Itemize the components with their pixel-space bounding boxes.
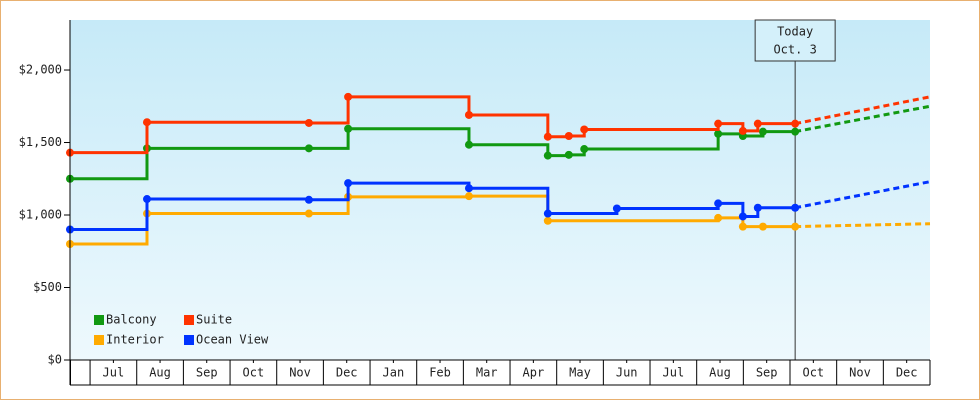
projection-line: [794, 180, 931, 210]
x-tick-label: Jun: [616, 366, 638, 380]
x-tick-label: Jan: [383, 366, 405, 380]
point: [142, 195, 151, 204]
point: [464, 192, 473, 201]
point: [344, 124, 353, 133]
point: [564, 131, 573, 140]
point: [714, 199, 723, 208]
point: [714, 119, 723, 128]
legend-swatch: [184, 335, 194, 345]
point: [304, 195, 313, 204]
x-tick-label: Oct: [802, 366, 824, 380]
point: [753, 203, 762, 212]
x-tick-label: Apr: [523, 366, 545, 380]
point: [714, 213, 723, 222]
y-tick-label: $500: [33, 280, 62, 294]
projection-line: [794, 95, 931, 126]
point: [714, 129, 723, 138]
x-tick-label: Sep: [756, 366, 778, 380]
point: [304, 118, 313, 127]
legend-swatch: [94, 315, 104, 325]
x-tick-label: Nov: [289, 366, 311, 380]
legend-swatch: [94, 335, 104, 345]
x-tick-label: Jul: [663, 366, 685, 380]
point: [543, 151, 552, 160]
point: [304, 209, 313, 218]
point: [464, 140, 473, 149]
series-line: [70, 194, 796, 246]
x-tick-label: Aug: [149, 366, 171, 380]
x-tick-label: Oct: [243, 366, 265, 380]
today-label: Oct. 3: [773, 43, 816, 57]
point: [344, 92, 353, 101]
point: [464, 184, 473, 193]
legend-label: Balcony: [106, 313, 157, 327]
y-tick-label: $1,000: [19, 208, 62, 222]
point: [758, 127, 767, 136]
point: [304, 144, 313, 153]
legend-label: Suite: [196, 313, 232, 327]
point: [464, 110, 473, 119]
today-box: [754, 19, 836, 62]
point: [738, 212, 747, 221]
point: [738, 222, 747, 231]
x-tick-label: Dec: [336, 366, 358, 380]
legend-label: Interior: [106, 333, 164, 347]
point: [564, 150, 573, 159]
y-tick-label: $1,500: [19, 135, 62, 149]
point: [738, 126, 747, 135]
legend-swatch: [184, 315, 194, 325]
x-tick-label: Aug: [709, 366, 731, 380]
point: [543, 216, 552, 225]
point: [580, 145, 589, 154]
x-tick-label: Jul: [103, 366, 125, 380]
x-tick-label: Nov: [849, 366, 871, 380]
x-tick-label: Sep: [196, 366, 218, 380]
x-tick-label: Feb: [429, 366, 451, 380]
y-tick-label: $2,000: [19, 63, 62, 77]
projection-line: [795, 222, 931, 229]
y-tick-label: $0: [48, 353, 62, 367]
point: [142, 118, 151, 127]
point: [758, 222, 767, 231]
plot-area: [70, 20, 930, 360]
point: [612, 204, 621, 213]
x-tick-label: Mar: [476, 366, 498, 380]
projection-line: [794, 104, 931, 134]
point: [580, 125, 589, 134]
x-tick-label: Dec: [896, 366, 918, 380]
point: [543, 132, 552, 141]
legend-label: Ocean View: [196, 333, 269, 347]
point: [543, 209, 552, 218]
x-tick-label: May: [569, 366, 591, 380]
point: [753, 119, 762, 128]
point: [344, 179, 353, 188]
today-label: Today: [777, 25, 813, 39]
